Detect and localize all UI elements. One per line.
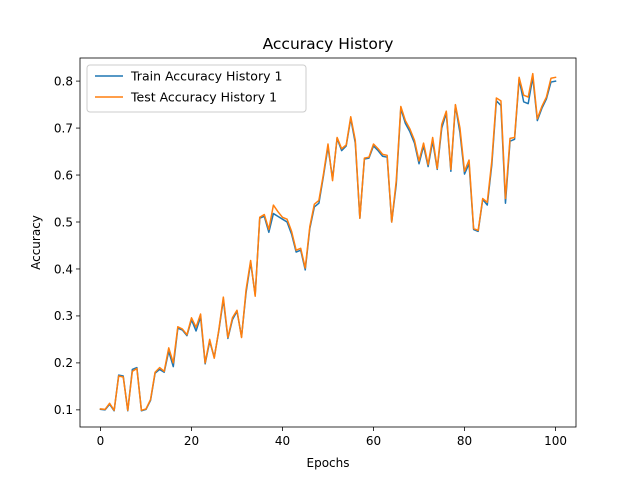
y-tick-label: 0.7 [54,121,73,135]
legend: Train Accuracy History 1 Test Accuracy H… [86,64,307,113]
x-axis-label: Epochs [307,456,350,470]
plot-frame [79,57,577,428]
legend-label-test: Test Accuracy History 1 [130,90,277,105]
legend-label-train: Train Accuracy History 1 [130,69,282,84]
x-tick-label: 100 [544,434,567,448]
y-tick-label: 0.8 [54,74,73,88]
y-tick-label: 0.2 [54,356,73,370]
y-tick-label: 0.1 [54,403,73,417]
x-tick-label: 0 [97,434,105,448]
legend-box [86,64,307,113]
series-line-test [99,72,557,412]
y-axis-label: Accuracy [29,215,43,270]
x-tick-label: 20 [184,434,199,448]
x-axis-ticks: 0 20 40 60 80 100 [97,427,567,448]
y-tick-label: 0.5 [54,215,73,229]
x-tick-label: 60 [366,434,381,448]
chart-title: Accuracy History [263,35,394,53]
x-tick-label: 40 [275,434,290,448]
plot-area [80,58,576,427]
y-axis-ticks: 0.1 0.2 0.3 0.4 0.5 0.6 0.7 0.8 [54,74,80,417]
y-tick-label: 0.4 [54,262,73,276]
series-lines [99,72,557,412]
y-tick-label: 0.3 [54,309,73,323]
y-tick-label: 0.6 [54,168,73,182]
x-tick-label: 80 [457,434,472,448]
